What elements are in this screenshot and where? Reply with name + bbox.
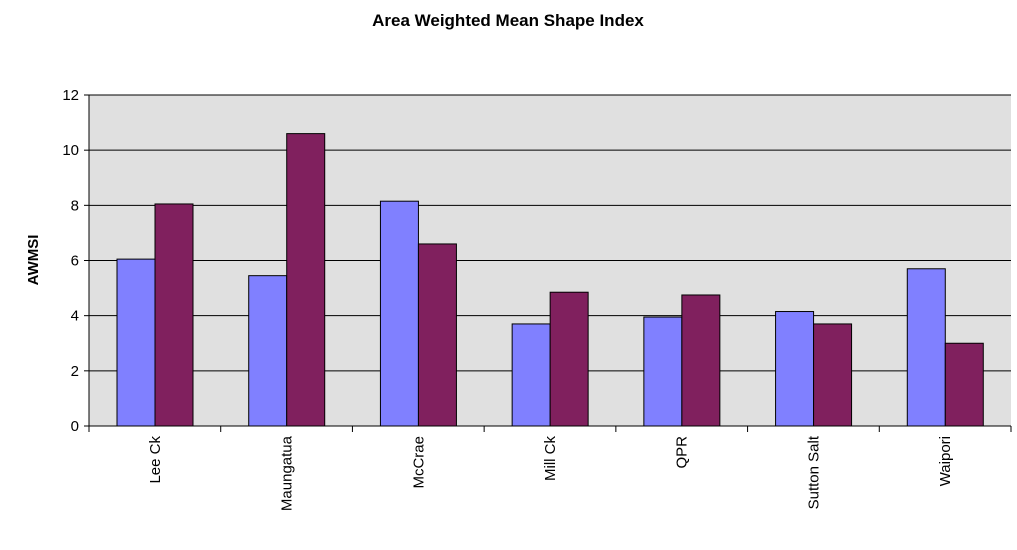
bars — [116, 133, 984, 427]
x-tick-label: Sutton Salt — [805, 435, 822, 509]
bar-series-2 — [549, 291, 589, 427]
bar-series-1 — [379, 200, 419, 427]
x-tick-label: Maungatua — [279, 435, 296, 511]
bar-series-2 — [286, 133, 326, 427]
y-tick-label: 2 — [71, 363, 79, 380]
bar-series-2 — [417, 243, 457, 427]
x-tick-label: QPR — [674, 436, 691, 469]
chart-title: Area Weighted Mean Shape Index — [372, 11, 644, 30]
x-tick-label: Mill Ck — [542, 436, 559, 481]
y-tick-label: 12 — [62, 87, 79, 104]
y-tick-label: 4 — [71, 308, 79, 325]
x-tick-label: Waipori — [937, 436, 954, 486]
bar-series-1 — [248, 275, 288, 427]
y-tick-label: 8 — [71, 197, 79, 214]
bar-series-2 — [154, 203, 194, 427]
bar-series-1 — [775, 311, 815, 427]
bar-series-1 — [643, 316, 683, 427]
bar-series-2 — [681, 294, 721, 427]
bar-series-1 — [511, 323, 551, 427]
bar-series-1 — [116, 258, 156, 427]
x-tick-label: McCrae — [410, 436, 427, 489]
bar-series-1 — [906, 268, 946, 427]
y-axis-label: AWMSI — [25, 235, 42, 286]
x-tick-label: Lee Ck — [147, 436, 164, 484]
y-tick-label: 10 — [62, 142, 79, 159]
x-ticks: Lee Ck Maungatua McCrae Mill Ck QPR Sutton Sa… — [88, 426, 1012, 511]
bar-series-2 — [813, 323, 853, 427]
bar-series-2 — [944, 342, 984, 427]
y-ticks: 0 2 4 6 8 10 12 — [62, 87, 89, 435]
y-tick-label: 6 — [71, 253, 79, 270]
y-tick-label: 0 — [71, 418, 79, 435]
